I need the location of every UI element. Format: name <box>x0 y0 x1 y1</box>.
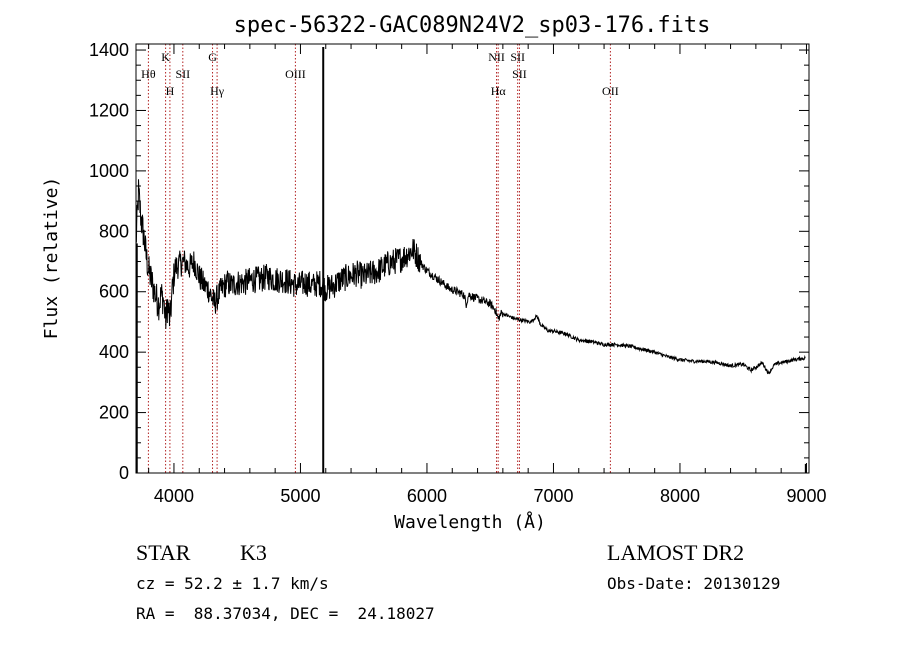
emission-line-label: NII <box>488 50 505 64</box>
y-tick-label: 1200 <box>89 100 129 120</box>
emission-line-label: Hα <box>491 84 507 98</box>
x-axis-label: Wavelength (Å) <box>394 511 546 533</box>
emission-line-label: OIII <box>285 67 306 81</box>
obs-date-line: Obs-Date: 20130129 <box>607 574 781 593</box>
redshift-line: cz = 52.2 ± 1.7 km/s <box>136 574 329 593</box>
x-tick-label: 8000 <box>660 486 700 506</box>
emission-line-label: OII <box>602 84 619 98</box>
plot-frame <box>135 43 810 474</box>
spectrum-series <box>135 47 807 473</box>
y-tick-label: 1000 <box>89 161 129 181</box>
x-tick-label: 7000 <box>533 486 573 506</box>
chart-title: spec-56322-GAC089N24V2_sp03-176.fits <box>234 13 711 38</box>
emission-line-label: K <box>161 50 170 64</box>
axis-ticks <box>136 44 809 474</box>
emission-line-label: H <box>166 84 175 98</box>
y-axis-label: Flux (relative) <box>41 177 62 340</box>
y-tick-label: 1400 <box>89 40 129 60</box>
y-tick-label: 400 <box>99 342 129 362</box>
y-tick-label: 800 <box>99 221 129 241</box>
emission-line-label: Hθ <box>141 67 156 81</box>
coordinates-line: RA = 88.37034, DEC = 24.18027 <box>136 604 435 623</box>
x-tick-label: 5000 <box>280 486 320 506</box>
emission-line-label: SII <box>175 67 190 81</box>
emission-line-label: SII <box>512 67 527 81</box>
emission-line-markers <box>147 44 611 473</box>
emission-line-label: SII <box>510 50 525 64</box>
emission-line-label: Hγ <box>210 84 225 98</box>
survey-name: LAMOST DR2 <box>607 540 745 565</box>
x-tick-label: 6000 <box>407 486 447 506</box>
y-tick-label: 200 <box>99 403 129 423</box>
x-tick-label: 4000 <box>154 486 194 506</box>
y-tick-label: 600 <box>99 282 129 302</box>
object-class: STAR <box>136 540 191 565</box>
y-tick-label: 0 <box>119 463 129 483</box>
object-subclass: K3 <box>240 540 267 565</box>
spectrum-line <box>135 179 806 375</box>
x-tick-label: 9000 <box>786 486 826 506</box>
emission-line-label: G <box>208 50 217 64</box>
axis-tick-labels: 4000 5000 6000 7000 8000 9000 0 200 400 600 800 100… <box>89 40 827 506</box>
